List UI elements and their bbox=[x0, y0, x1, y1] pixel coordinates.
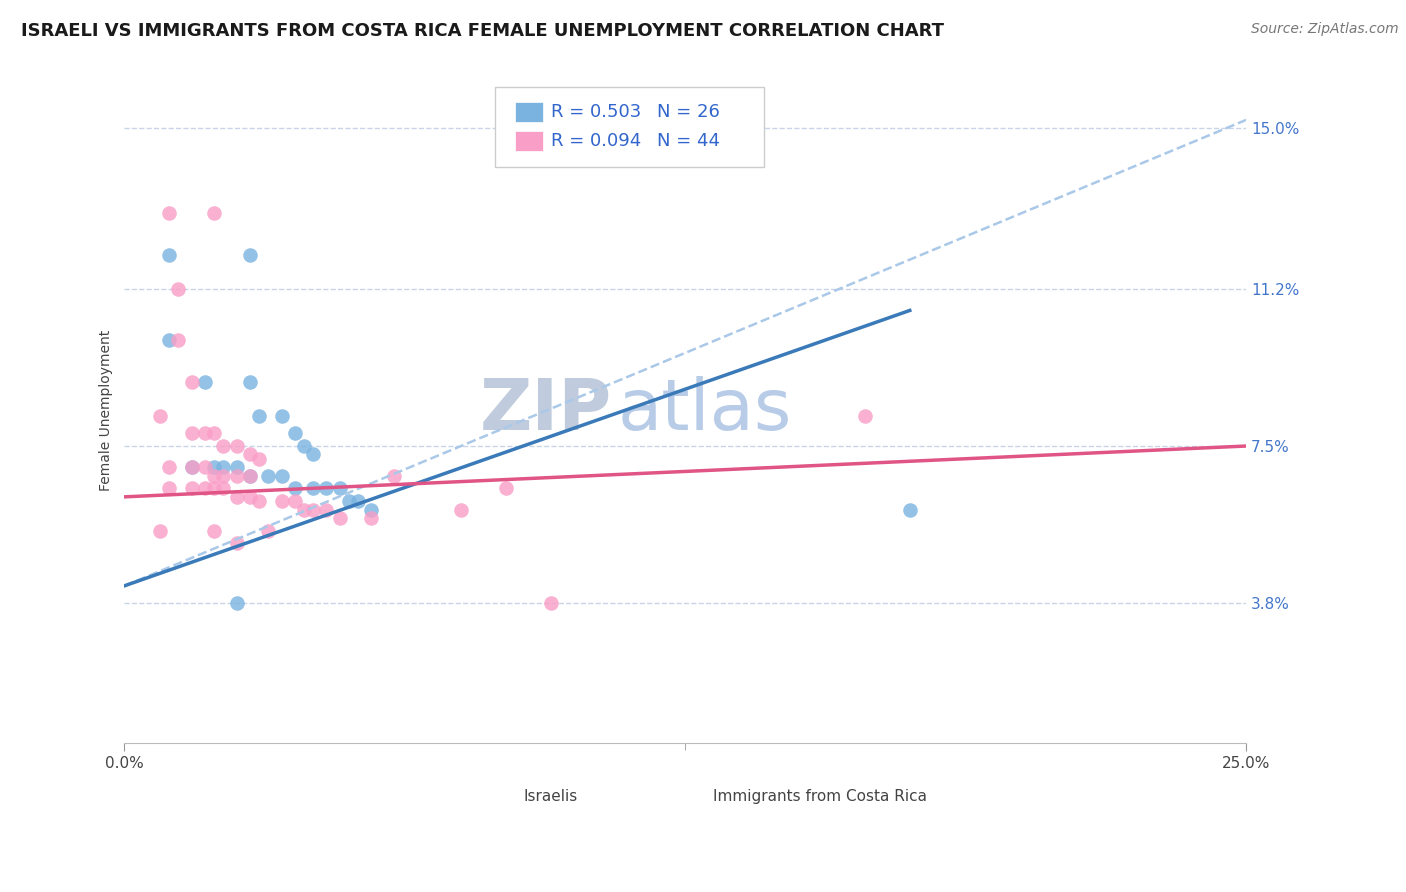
Point bbox=[450, 502, 472, 516]
Point bbox=[225, 490, 247, 504]
FancyBboxPatch shape bbox=[467, 772, 512, 792]
Point bbox=[329, 511, 352, 525]
Point bbox=[284, 494, 307, 508]
Point bbox=[149, 409, 172, 424]
Point bbox=[495, 482, 517, 496]
Point bbox=[853, 409, 876, 424]
Point bbox=[337, 494, 360, 508]
Point bbox=[212, 460, 235, 475]
Point bbox=[157, 482, 180, 496]
Point bbox=[212, 439, 235, 453]
Point bbox=[270, 468, 292, 483]
FancyBboxPatch shape bbox=[724, 772, 769, 792]
Point bbox=[239, 468, 262, 483]
Point bbox=[382, 468, 405, 483]
Point bbox=[360, 502, 382, 516]
Point bbox=[180, 460, 202, 475]
Point bbox=[194, 460, 217, 475]
Text: Israelis: Israelis bbox=[523, 789, 578, 804]
Text: atlas: atlas bbox=[619, 376, 793, 444]
Point bbox=[167, 282, 190, 296]
Point bbox=[202, 460, 225, 475]
Point bbox=[284, 426, 307, 441]
Point bbox=[157, 460, 180, 475]
Point bbox=[247, 451, 270, 466]
Point bbox=[270, 409, 292, 424]
Point bbox=[315, 502, 337, 516]
Point bbox=[346, 494, 368, 508]
Text: N = 26: N = 26 bbox=[658, 103, 720, 121]
Point bbox=[202, 426, 225, 441]
Point bbox=[157, 333, 180, 347]
Point bbox=[292, 439, 315, 453]
Point bbox=[225, 536, 247, 550]
Point bbox=[247, 409, 270, 424]
Point bbox=[315, 482, 337, 496]
Point bbox=[180, 482, 202, 496]
Point bbox=[202, 468, 225, 483]
Point bbox=[257, 468, 280, 483]
Point bbox=[239, 468, 262, 483]
Text: ISRAELI VS IMMIGRANTS FROM COSTA RICA FEMALE UNEMPLOYMENT CORRELATION CHART: ISRAELI VS IMMIGRANTS FROM COSTA RICA FE… bbox=[21, 22, 943, 40]
FancyBboxPatch shape bbox=[515, 102, 543, 122]
Point bbox=[329, 482, 352, 496]
Point bbox=[239, 448, 262, 462]
Point bbox=[302, 482, 325, 496]
Y-axis label: Female Unemployment: Female Unemployment bbox=[100, 329, 114, 491]
Point bbox=[202, 524, 225, 538]
Text: Source: ZipAtlas.com: Source: ZipAtlas.com bbox=[1251, 22, 1399, 37]
Point bbox=[194, 482, 217, 496]
Point bbox=[292, 502, 315, 516]
Text: N = 44: N = 44 bbox=[658, 132, 720, 150]
Point bbox=[180, 460, 202, 475]
Point bbox=[239, 248, 262, 262]
Point bbox=[157, 248, 180, 262]
Point bbox=[225, 460, 247, 475]
Point bbox=[270, 494, 292, 508]
Point bbox=[257, 524, 280, 538]
Point bbox=[149, 524, 172, 538]
Text: ZIP: ZIP bbox=[481, 376, 613, 444]
Point bbox=[194, 376, 217, 390]
Point bbox=[239, 376, 262, 390]
Point bbox=[167, 333, 190, 347]
Point bbox=[180, 426, 202, 441]
Point bbox=[898, 502, 921, 516]
Point bbox=[284, 482, 307, 496]
Point bbox=[302, 502, 325, 516]
Point bbox=[540, 596, 562, 610]
Point bbox=[360, 511, 382, 525]
Point bbox=[202, 482, 225, 496]
Text: Immigrants from Costa Rica: Immigrants from Costa Rica bbox=[713, 789, 927, 804]
Point bbox=[225, 468, 247, 483]
Point bbox=[225, 596, 247, 610]
FancyBboxPatch shape bbox=[495, 87, 763, 167]
Point bbox=[247, 494, 270, 508]
Point bbox=[302, 448, 325, 462]
Point bbox=[239, 490, 262, 504]
Point bbox=[194, 426, 217, 441]
Point bbox=[212, 468, 235, 483]
Point bbox=[180, 376, 202, 390]
Point bbox=[157, 206, 180, 220]
Point bbox=[212, 482, 235, 496]
Point bbox=[225, 439, 247, 453]
FancyBboxPatch shape bbox=[515, 130, 543, 151]
Point bbox=[202, 206, 225, 220]
Text: R = 0.094: R = 0.094 bbox=[551, 132, 641, 150]
Text: R = 0.503: R = 0.503 bbox=[551, 103, 641, 121]
